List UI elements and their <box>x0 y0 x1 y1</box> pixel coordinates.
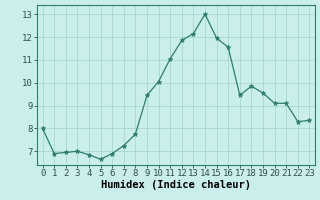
X-axis label: Humidex (Indice chaleur): Humidex (Indice chaleur) <box>101 180 251 190</box>
